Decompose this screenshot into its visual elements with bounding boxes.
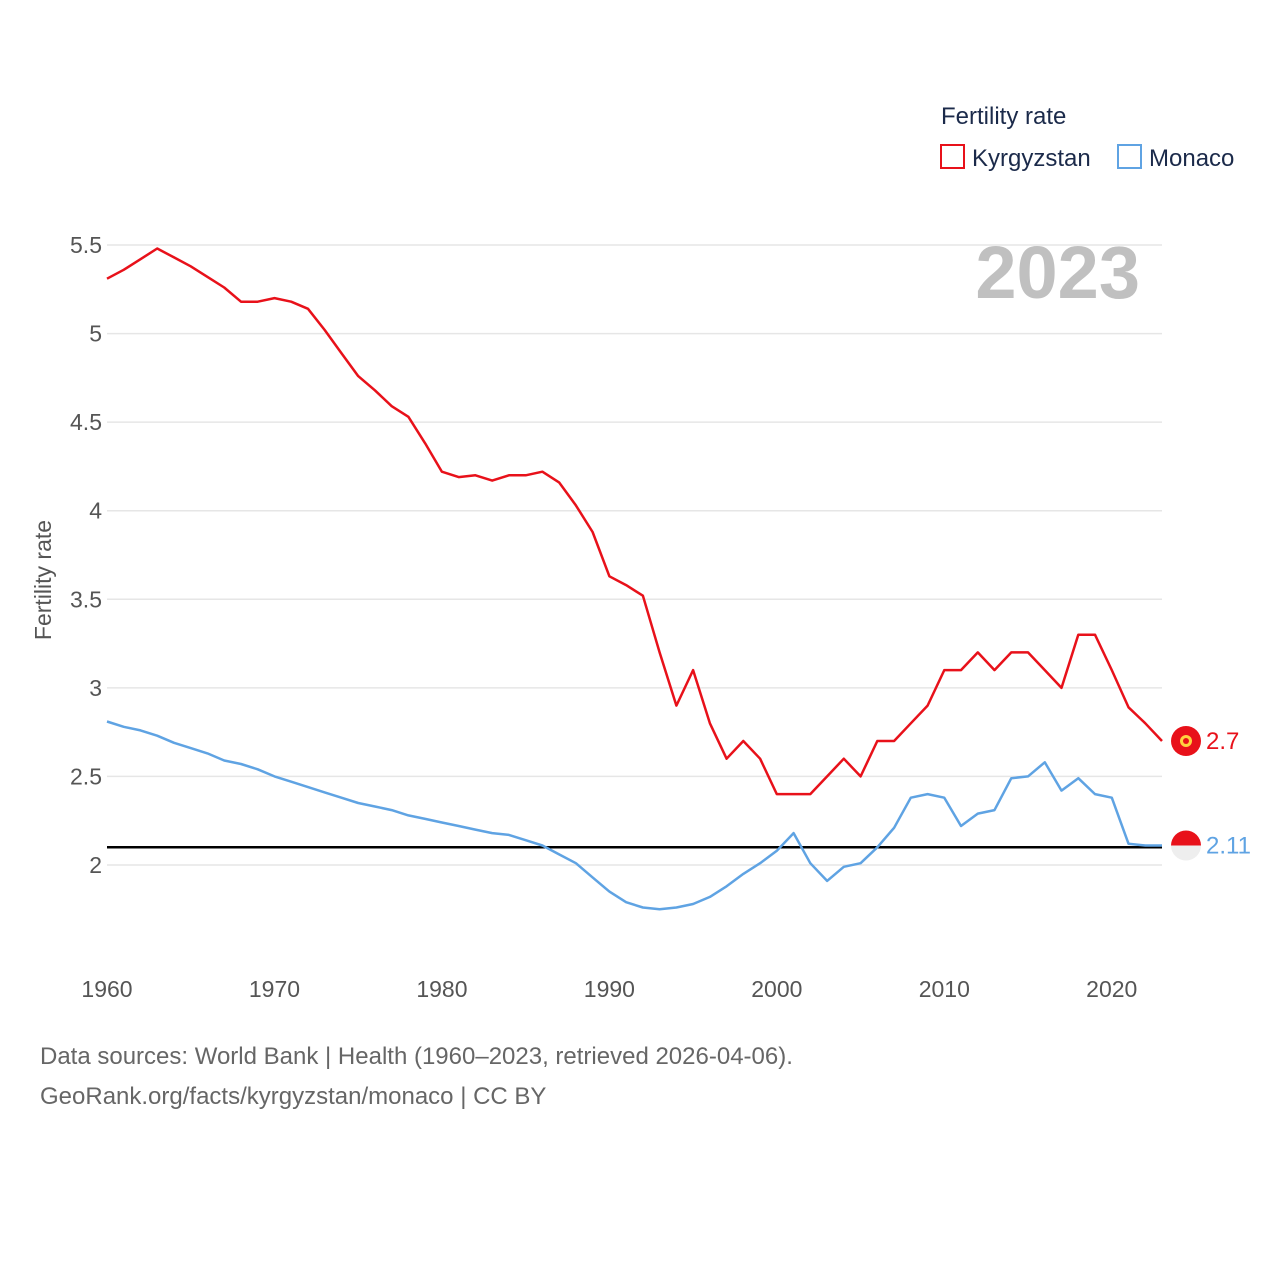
legend-label-kyrgyzstan: Kyrgyzstan <box>972 145 1091 172</box>
x-tick-label: 1960 <box>81 976 132 1002</box>
x-tick-label: 2020 <box>1086 976 1137 1002</box>
legend: Fertility rate Kyrgyzstan Monaco <box>940 103 1234 172</box>
y-tick-label: 2.5 <box>70 763 102 789</box>
monaco-flag-red <box>1171 830 1201 846</box>
y-tick-label: 2 <box>89 852 102 878</box>
monaco-end-value: 2.11 <box>1206 833 1251 860</box>
x-tick-label: 1990 <box>584 976 635 1002</box>
monaco-end-marker: 2.11 <box>1171 830 1251 861</box>
y-tick-label: 3 <box>89 675 102 701</box>
legend-swatch-kyrgyzstan <box>940 144 965 169</box>
monaco-flag-white <box>1171 845 1201 861</box>
x-tick-label: 1980 <box>416 976 467 1002</box>
y-tick-label: 4.5 <box>70 409 102 435</box>
kyrgyzstan-end-marker: 2.7 <box>1171 726 1239 756</box>
legend-label-monaco: Monaco <box>1149 145 1234 172</box>
source-url[interactable]: GeoRank.org/facts/kyrgyzstan/monaco | CC… <box>40 1083 547 1110</box>
legend-title: Fertility rate <box>941 103 1066 130</box>
y-tick-label: 4 <box>89 498 102 524</box>
y-tick-label: 5 <box>89 321 102 347</box>
series-line-kyrgyzstan <box>106 247 1163 796</box>
x-tick-label: 1970 <box>249 976 300 1002</box>
y-tick-label: 3.5 <box>70 586 102 612</box>
y-tick-label: 5.5 <box>70 232 102 258</box>
x-axis-ticks: 1960 1970 1980 1990 2000 2010 2020 <box>81 976 1137 1002</box>
kyrgyzstan-flag-sun-core <box>1183 738 1189 744</box>
series-line-monaco <box>106 720 1162 911</box>
y-axis-ticks: 2 2.5 3 3.5 4 4.5 5 5.5 <box>70 232 102 878</box>
x-tick-label: 2000 <box>751 976 802 1002</box>
x-tick-label: 2010 <box>919 976 970 1002</box>
y-axis-label: Fertility rate <box>30 520 56 640</box>
kyrgyzstan-end-value: 2.7 <box>1206 728 1239 755</box>
series-lines <box>106 247 1163 911</box>
grid-lines <box>107 244 1162 866</box>
year-label: 2023 <box>975 231 1140 314</box>
legend-swatch-monaco <box>1117 144 1142 169</box>
source-note: Data sources: World Bank | Health (1960–… <box>40 1043 793 1070</box>
